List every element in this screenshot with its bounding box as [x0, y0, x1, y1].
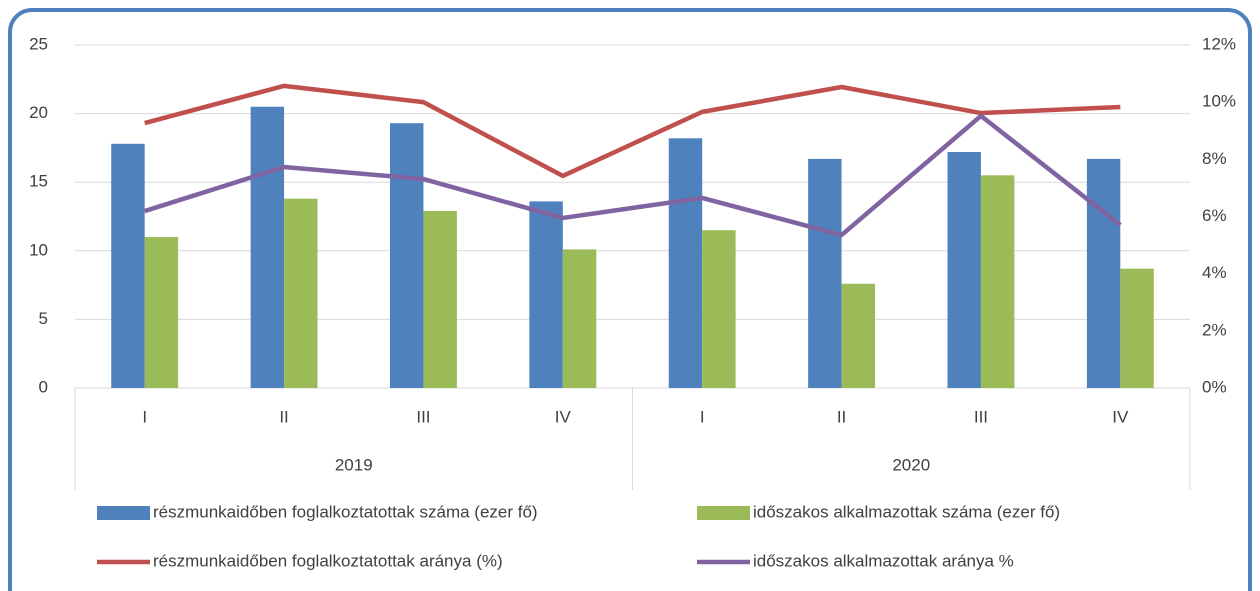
- legend-label: részmunkaidőben foglalkoztatottak száma …: [153, 502, 538, 521]
- bar: [111, 143, 145, 388]
- legend-swatch: [97, 506, 150, 520]
- bar: [808, 158, 842, 388]
- bar: [144, 237, 179, 388]
- legend-swatch: [697, 506, 750, 520]
- y2-tick-label: 0%: [1202, 377, 1227, 396]
- group-label: 2020: [892, 455, 930, 474]
- legend-label: időszakos alkalmazottak aránya %: [753, 551, 1014, 570]
- y-tick-label: 20: [29, 103, 48, 122]
- bar: [529, 201, 563, 388]
- y2-tick-label: 2%: [1202, 320, 1227, 339]
- bar: [250, 106, 285, 389]
- bar: [1120, 268, 1154, 388]
- group-label: 2019: [335, 455, 373, 474]
- bar: [947, 152, 981, 388]
- bar: [389, 123, 424, 388]
- y-tick-label: 5: [39, 309, 48, 328]
- bar: [1086, 158, 1121, 388]
- line: [144, 113, 1122, 238]
- x-tick-label: I: [142, 407, 147, 426]
- x-tick-label: I: [700, 407, 705, 426]
- y-tick-label: 0: [39, 377, 48, 396]
- bar: [668, 138, 703, 388]
- legend-label: időszakos alkalmazottak száma (ezer fő): [753, 502, 1060, 521]
- x-tick-label: III: [416, 407, 430, 426]
- bar: [423, 211, 457, 388]
- x-tick-label: IV: [555, 407, 572, 426]
- bar: [980, 175, 1015, 388]
- y2-tick-label: 10%: [1202, 92, 1236, 111]
- x-tick-label: II: [279, 407, 288, 426]
- bar: [284, 198, 318, 388]
- y-tick-label: 15: [29, 172, 48, 191]
- y2-tick-label: 12%: [1202, 34, 1236, 53]
- y2-tick-label: 8%: [1202, 149, 1227, 168]
- bar: [702, 230, 736, 388]
- line: [144, 83, 1121, 179]
- legend-label: részmunkaidőben foglalkoztatottak aránya…: [153, 551, 503, 570]
- y2-tick-label: 4%: [1202, 263, 1227, 282]
- y-tick-label: 25: [29, 34, 48, 53]
- x-tick-label: II: [837, 407, 846, 426]
- y2-tick-label: 6%: [1202, 206, 1227, 225]
- chart-border: [8, 8, 1252, 591]
- x-tick-label: IV: [1112, 407, 1129, 426]
- y-tick-label: 10: [29, 240, 48, 259]
- bar: [562, 249, 597, 388]
- bar: [841, 283, 876, 388]
- x-tick-label: III: [974, 407, 988, 426]
